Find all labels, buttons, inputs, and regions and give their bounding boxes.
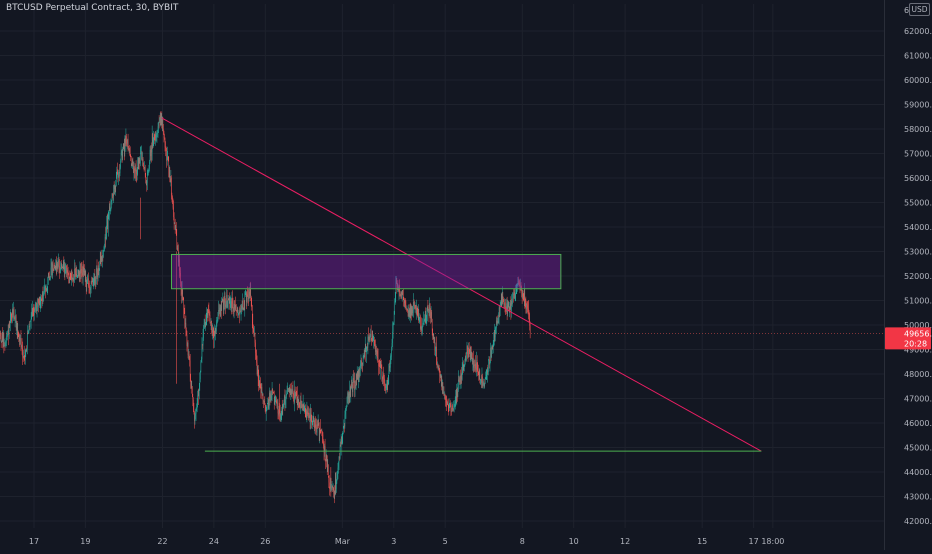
price-tick-label[interactable]: 54000.0 xyxy=(904,223,932,232)
time-tick-label[interactable]: 5 xyxy=(443,537,448,546)
price-tick-label[interactable]: 45000.0 xyxy=(904,444,932,453)
price-tick-label[interactable]: 53000.0 xyxy=(904,248,932,257)
price-tick-label[interactable]: 61000.0 xyxy=(904,52,932,61)
time-tick-label[interactable]: 22 xyxy=(157,537,167,546)
time-tick-label[interactable]: 19 xyxy=(80,537,90,546)
last-price-badge[interactable]: 49656.520:28 xyxy=(885,327,932,349)
time-tick-label[interactable]: 12 xyxy=(620,537,630,546)
price-tick-label[interactable]: 55000.0 xyxy=(904,199,932,208)
time-tick-label[interactable]: 18:00 xyxy=(761,537,784,546)
time-tick-label[interactable]: 17 xyxy=(749,537,759,546)
bar-countdown: 20:28 xyxy=(904,339,927,348)
resistance-zone[interactable] xyxy=(171,254,560,288)
time-tick-label[interactable]: 26 xyxy=(260,537,270,546)
price-tick-label[interactable]: 46000.0 xyxy=(904,419,932,428)
price-tick-label[interactable]: 57000.0 xyxy=(904,150,932,159)
price-tick-label[interactable]: 51000.0 xyxy=(904,297,932,306)
price-tick-label[interactable]: 56000.0 xyxy=(904,174,932,183)
time-tick-label[interactable]: 8 xyxy=(520,537,525,546)
time-tick-label[interactable]: 3 xyxy=(391,537,396,546)
currency-label[interactable]: USD xyxy=(909,3,930,16)
time-tick-label[interactable]: 24 xyxy=(209,537,219,546)
price-tick-label[interactable]: 59000.0 xyxy=(904,101,932,110)
price-tick-label[interactable]: 44000.0 xyxy=(904,468,932,477)
time-tick-label[interactable]: Mar xyxy=(335,537,351,546)
price-tick-label[interactable]: 62000.0 xyxy=(904,27,932,36)
price-tick-label[interactable]: 43000.0 xyxy=(904,493,932,502)
last-price-value: 49656.5 xyxy=(904,329,932,338)
price-tick-label[interactable]: 60000.0 xyxy=(904,76,932,85)
price-tick-label[interactable]: 52000.0 xyxy=(904,272,932,281)
price-tick-label[interactable]: 48000.0 xyxy=(904,370,932,379)
time-tick-label[interactable]: 10 xyxy=(569,537,579,546)
price-tick-label[interactable]: 58000.0 xyxy=(904,125,932,134)
symbol-title[interactable]: BTCUSD Perpetual Contract, 30, BYBIT xyxy=(6,3,178,13)
time-tick-label[interactable]: 15 xyxy=(697,537,707,546)
price-axis[interactable]: 42000.0 43000.0 44000.0 45000.0 46000.0 47000… xyxy=(885,0,932,550)
time-tick-label[interactable]: 17 xyxy=(29,537,39,546)
price-tick-label[interactable]: 42000.0 xyxy=(904,517,932,526)
price-tick-label[interactable]: 47000.0 xyxy=(904,395,932,404)
